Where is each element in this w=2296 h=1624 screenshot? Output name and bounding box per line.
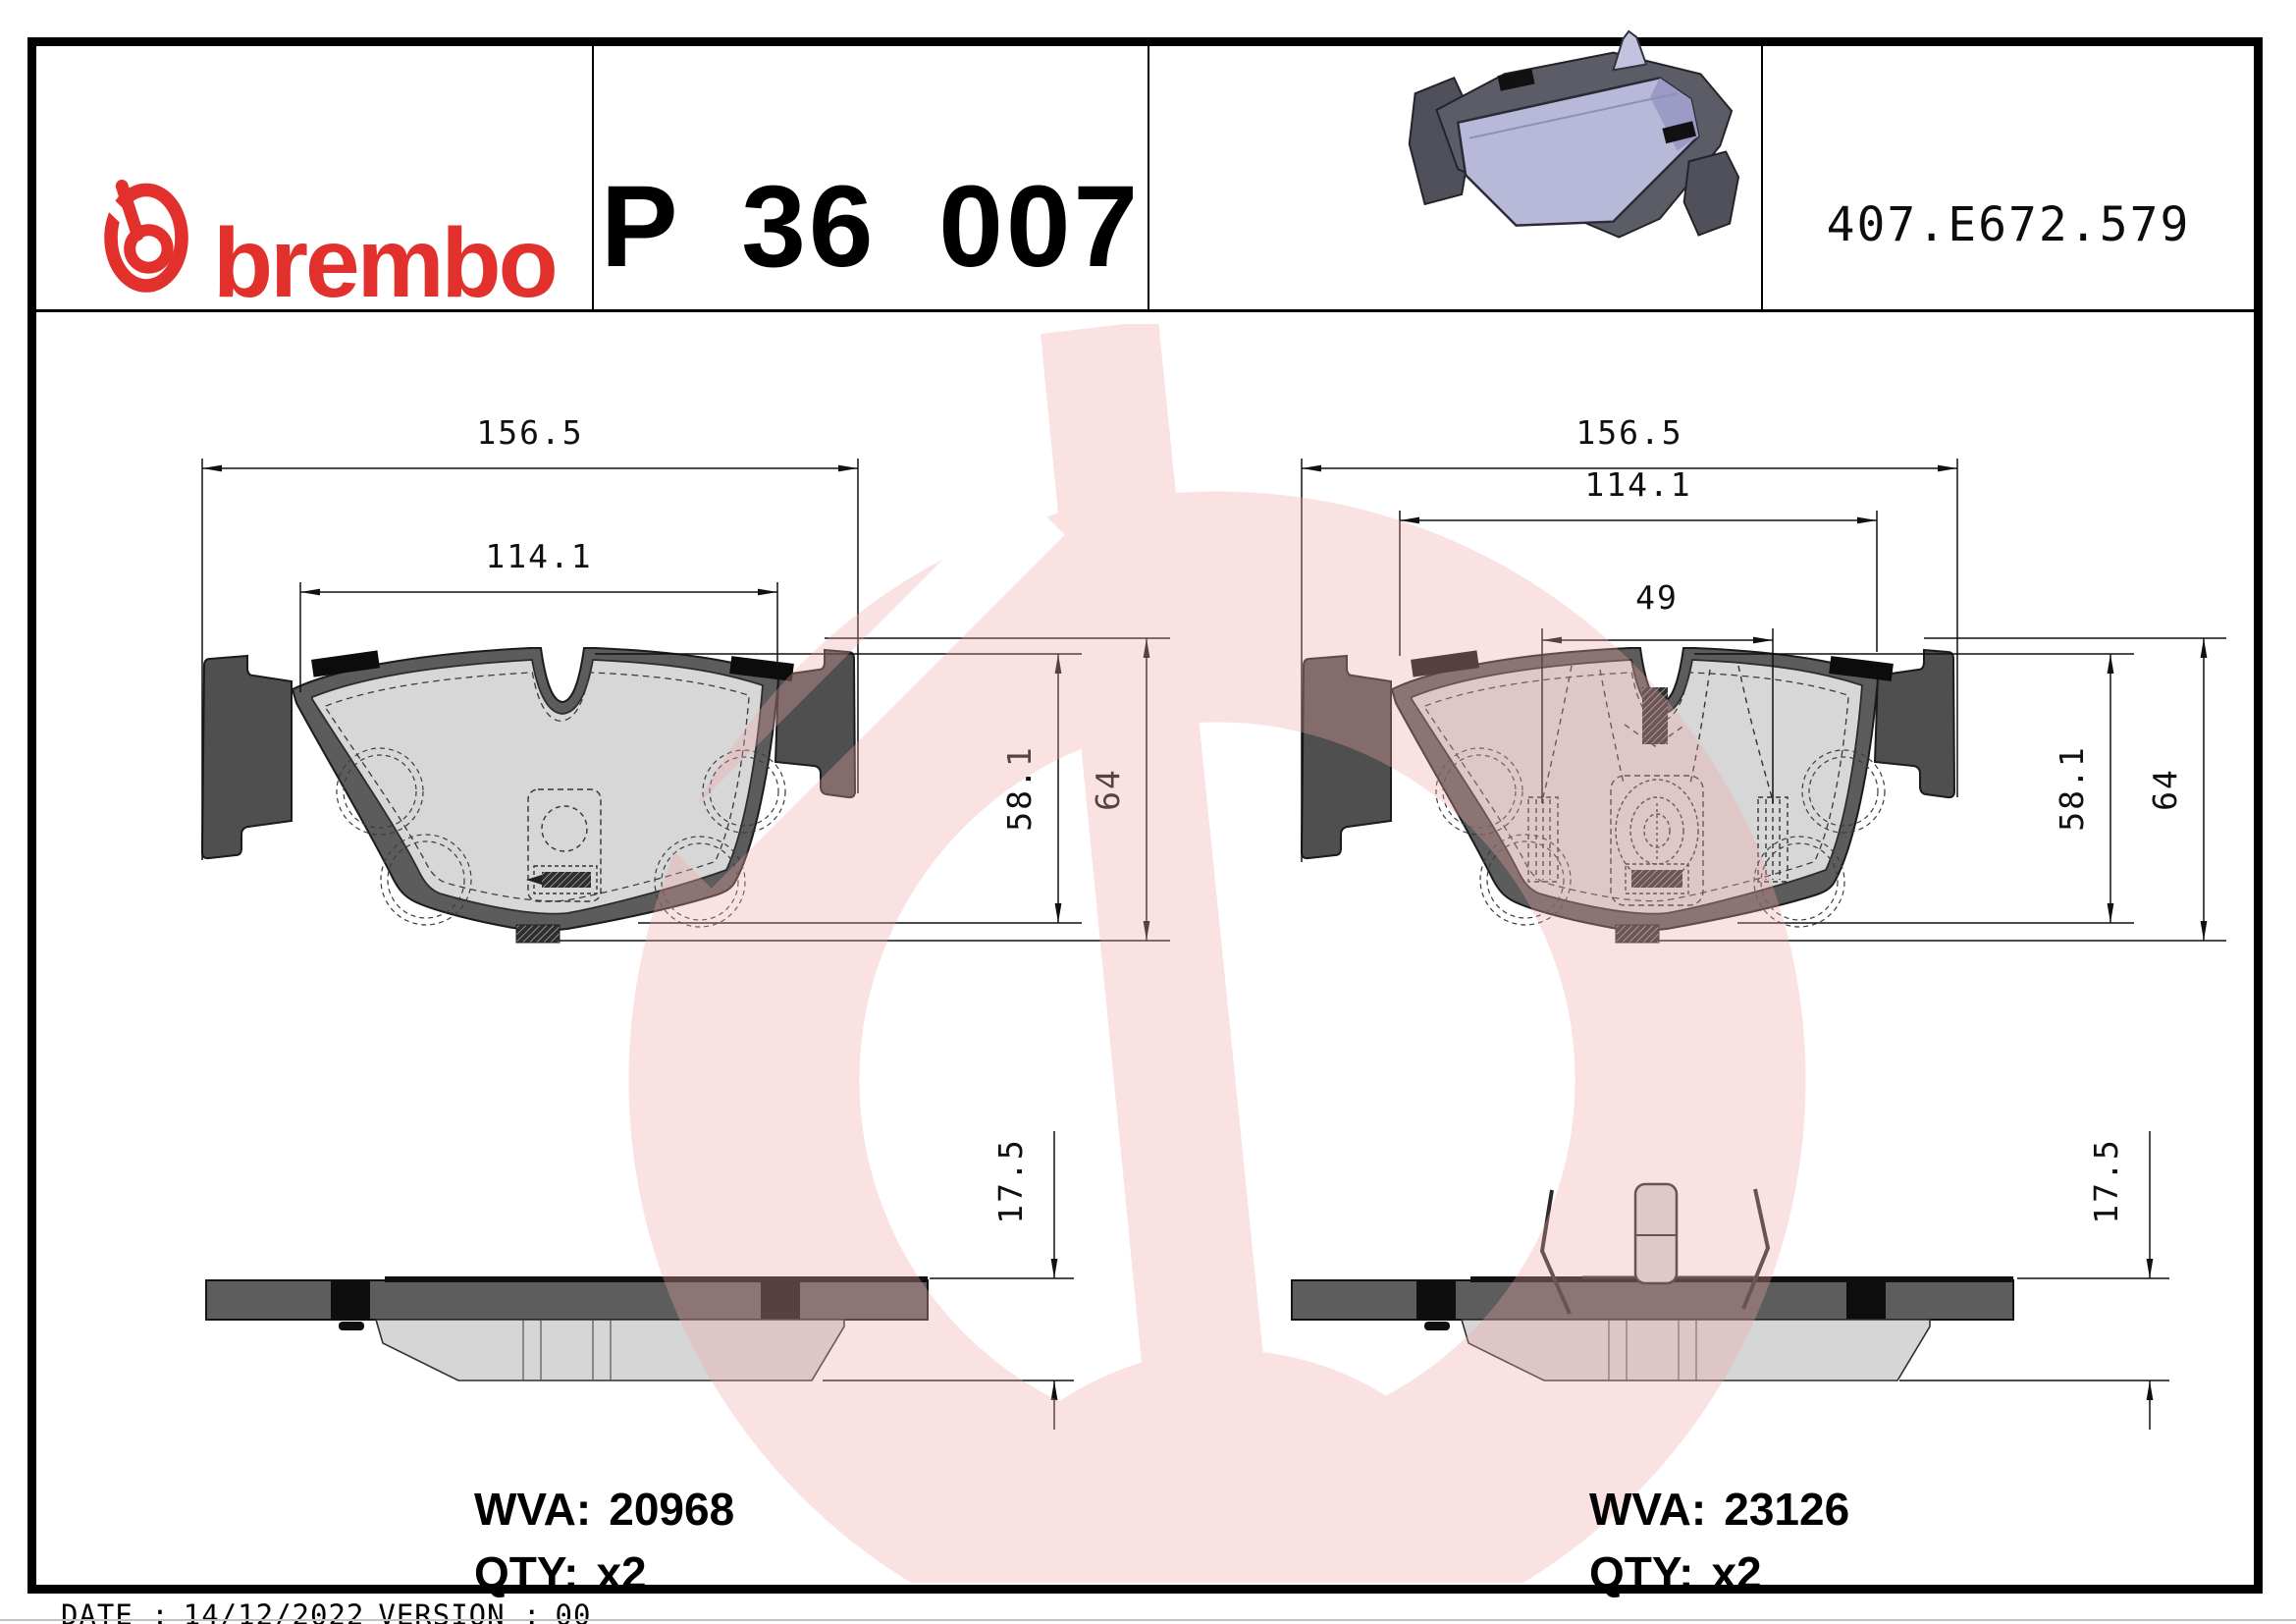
left-qty-value: x2 — [596, 1547, 647, 1599]
left-wva-row: WVA: 20968 — [474, 1478, 734, 1542]
page-bottom-edge — [0, 1619, 2296, 1621]
right-wva-label: WVA: — [1589, 1484, 1707, 1535]
brake-pad-3d-render — [1408, 29, 1740, 239]
part-number-cell: P 36 007 — [594, 46, 1149, 309]
right-wva-row: WVA: 23126 — [1589, 1478, 1849, 1542]
pad3d-friction-face — [1456, 77, 1700, 227]
product-photo-cell — [1149, 46, 1763, 309]
pad3d-clip-right — [1662, 121, 1696, 144]
brand-wordmark: brembo — [213, 208, 559, 318]
left-wva-value: 20968 — [609, 1484, 735, 1535]
title-block: brembo P 36 007 407.E672.579 — [36, 46, 2254, 312]
left-wva-label: WVA: — [474, 1484, 592, 1535]
pad3d-spring-tab — [1612, 29, 1648, 72]
brembo-logo-icon — [99, 180, 188, 293]
pad3d-right-ear — [1682, 150, 1740, 237]
right-qty-label: QTY: — [1589, 1547, 1694, 1599]
sheet-border: brembo P 36 007 407.E672.579 — [27, 37, 2263, 1594]
brand-cell: brembo — [36, 46, 594, 318]
right-qty-value: x2 — [1711, 1547, 1762, 1599]
catalog-code: 407.E672.579 — [1826, 197, 2191, 252]
catalog-code-cell: 407.E672.579 — [1763, 46, 2254, 309]
right-qty-row: QTY: x2 — [1589, 1542, 1849, 1605]
pad3d-clip-left — [1497, 68, 1535, 91]
right-pad-reference-block: WVA: 23126 QTY: x2 — [1589, 1478, 1849, 1606]
left-qty-row: QTY: x2 — [474, 1542, 734, 1605]
part-number: P 36 007 — [600, 162, 1142, 292]
left-pad-reference-block: WVA: 20968 QTY: x2 — [474, 1478, 734, 1606]
left-qty-label: QTY: — [474, 1547, 579, 1599]
right-wva-value: 23126 — [1724, 1484, 1850, 1535]
pad3d-edge-line — [1468, 92, 1678, 139]
